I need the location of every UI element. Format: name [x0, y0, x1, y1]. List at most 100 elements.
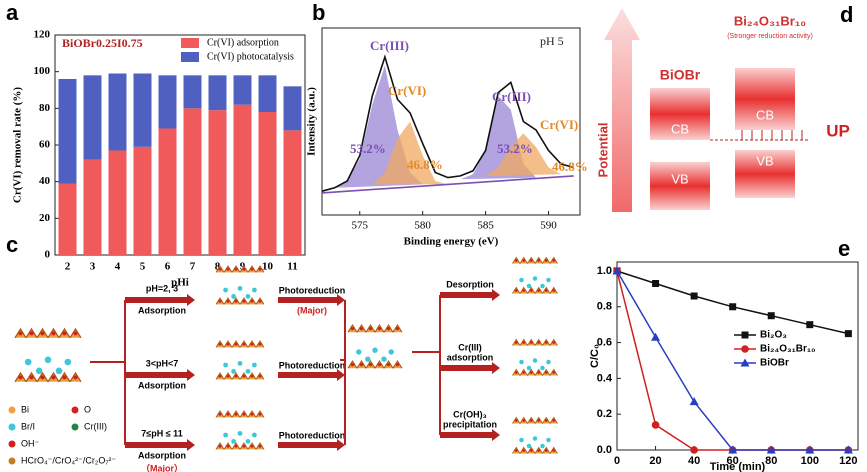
annotation: Cr(VI)	[540, 117, 578, 132]
atom	[356, 349, 361, 354]
band-label: VB	[671, 171, 688, 186]
atom	[537, 419, 540, 422]
x-tick-label: 11	[287, 261, 297, 273]
atom	[63, 331, 67, 335]
atom	[515, 419, 518, 422]
legend-dot	[9, 407, 16, 414]
atom	[530, 289, 533, 292]
band-diagram: Potential BiOBr CB VB Bi₂₄O₃₁Br₁₀ (Stron…	[595, 8, 849, 212]
process-arrow	[440, 362, 500, 374]
process-arrow	[440, 289, 500, 301]
atom	[243, 413, 246, 416]
atom	[527, 284, 532, 289]
atom	[387, 363, 390, 366]
atom	[530, 341, 533, 344]
bar-segment	[184, 108, 202, 255]
atom	[552, 371, 555, 374]
atom	[36, 368, 43, 375]
y-tick-label: 0.0	[597, 444, 612, 456]
atom	[527, 444, 532, 449]
bar-segment	[284, 86, 302, 130]
crystal	[513, 340, 558, 376]
y-tick-label: 20	[39, 212, 51, 224]
process-arrow	[125, 294, 195, 306]
atom	[235, 268, 238, 271]
atom	[238, 361, 243, 366]
diagram-text: （Major）	[141, 463, 183, 472]
atom	[219, 375, 222, 378]
crystal-layer	[216, 373, 264, 379]
atom	[219, 300, 222, 303]
annotation: Cr(III)	[492, 89, 531, 104]
marker	[690, 446, 698, 454]
atom	[251, 300, 254, 303]
y-axis-label: Intensity (a.u.)	[306, 87, 318, 156]
annotation: 46.8%	[407, 157, 443, 172]
atom	[63, 375, 67, 379]
annotation: 46.8%	[552, 159, 588, 174]
crystal	[216, 266, 264, 304]
atom	[246, 294, 251, 299]
atom	[545, 259, 548, 262]
crystal-layer	[513, 370, 558, 376]
atom	[533, 276, 538, 281]
bar-segment	[134, 147, 152, 255]
legend-dot	[72, 407, 79, 414]
atom	[522, 341, 525, 344]
atom	[246, 369, 251, 374]
diagram-text: Desorption	[446, 279, 494, 289]
line	[617, 271, 848, 334]
atom	[227, 268, 230, 271]
legend-label: HCrO₄⁻/CrO₄²⁻/Cr₂O₇²⁻	[21, 455, 116, 465]
bar-segment	[159, 129, 177, 256]
legend-dot	[72, 424, 79, 431]
atom	[235, 300, 238, 303]
legend-label: Br/I	[21, 421, 35, 431]
atom	[522, 289, 525, 292]
atom	[227, 445, 230, 448]
atom	[552, 419, 555, 422]
annotation: Cr(VI)	[388, 83, 426, 98]
atom	[545, 341, 548, 344]
bar-segment	[184, 75, 202, 108]
bar-segment	[59, 184, 77, 256]
diagram-text: Adsorption	[138, 380, 186, 390]
atom	[360, 327, 363, 330]
x-tick-label: 10	[262, 261, 274, 273]
atom	[530, 419, 533, 422]
x-tick-label: 100	[801, 455, 819, 467]
atom	[537, 259, 540, 262]
atom	[387, 327, 390, 330]
atom	[389, 349, 394, 354]
diagram-text: Adsorption	[138, 305, 186, 315]
atom	[219, 343, 222, 346]
x-tick-label: 580	[414, 220, 431, 232]
atom	[219, 413, 222, 416]
atom	[519, 438, 524, 443]
atom	[251, 445, 254, 448]
legend-label: Cr(III)	[84, 421, 107, 431]
band-label: VB	[756, 153, 773, 168]
atom	[396, 327, 399, 330]
atom	[243, 268, 246, 271]
process-arrow	[278, 369, 345, 381]
bar-segment	[59, 79, 77, 184]
atom	[65, 359, 72, 366]
atom	[252, 363, 257, 368]
crystal-layer	[513, 258, 558, 264]
atom	[515, 289, 518, 292]
atom	[227, 413, 230, 416]
atom	[252, 433, 257, 438]
x-tick-label: 590	[540, 220, 557, 232]
atom	[369, 327, 372, 330]
legend-dot	[9, 441, 16, 448]
atom	[231, 439, 236, 444]
marker	[806, 321, 813, 328]
crystal-layer	[348, 325, 402, 332]
diagram-text: Cr(III)	[458, 342, 482, 352]
chart: 020406080100120234567891011pHiCr(VI) rem…	[12, 29, 305, 289]
x-tick-label: 0	[614, 455, 620, 467]
atom	[522, 259, 525, 262]
atom	[381, 357, 386, 362]
